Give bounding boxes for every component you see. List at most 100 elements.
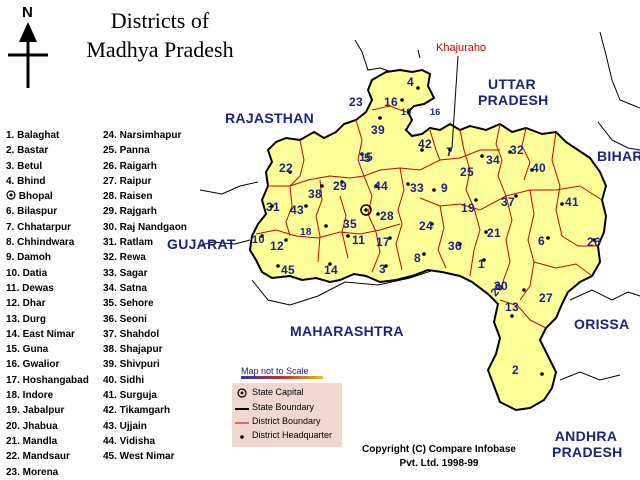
map-number: 27 bbox=[539, 291, 553, 305]
region-label-orissa: ORISSA bbox=[574, 316, 630, 332]
list-item: 22. Mandsaur bbox=[6, 451, 70, 463]
map-number: 39 bbox=[371, 123, 385, 137]
list-item: 42. Tikamgarh bbox=[103, 405, 171, 417]
list-item: 23. Morena bbox=[6, 466, 59, 478]
map-number: 2 bbox=[512, 363, 519, 377]
list-item: 20. Jhabua bbox=[6, 420, 58, 432]
map-number: 16 bbox=[430, 107, 441, 117]
map-number: 14 bbox=[324, 263, 338, 277]
list-item: 2. Bastar bbox=[6, 145, 49, 157]
list-item: 41. Surguja bbox=[103, 390, 157, 402]
list-item: 8. Chhindwara bbox=[6, 237, 75, 249]
key-symbols bbox=[235, 388, 249, 439]
list-item: 44. Vidisha bbox=[103, 435, 156, 447]
title-line-2: Madhya Pradesh bbox=[86, 37, 234, 62]
region-label-uttar-pradesh: UTTAR PRADESH bbox=[478, 76, 549, 108]
list-item: 6. Bilaspur bbox=[6, 206, 58, 218]
region-label-rajasthan: RAJASTHAN bbox=[225, 110, 315, 126]
map-number: 1 bbox=[478, 257, 485, 271]
map-number: 43 bbox=[290, 203, 304, 217]
map-number: 9 bbox=[441, 181, 448, 195]
key-state-capital: State Capital bbox=[252, 387, 304, 397]
map-number: 42 bbox=[418, 137, 432, 151]
region-label-line: ANDHRA bbox=[554, 428, 618, 444]
map-number: 35 bbox=[343, 217, 357, 231]
map-number: 4 bbox=[407, 75, 414, 89]
map-number: 22 bbox=[279, 161, 293, 175]
map-number: 28 bbox=[380, 209, 394, 223]
key-state-boundary: State Boundary bbox=[252, 402, 315, 412]
list-item: 4. Bhind bbox=[6, 175, 46, 187]
state-capital-icon bbox=[360, 204, 372, 216]
list-item: 19. Jabalpur bbox=[6, 405, 65, 417]
list-item: 34. Satna bbox=[103, 282, 147, 294]
map-number: 34 bbox=[486, 153, 500, 167]
khajuraho-label: Khajuraho bbox=[436, 42, 487, 54]
map-number: 41 bbox=[565, 195, 579, 209]
map-number: 5 bbox=[364, 151, 371, 165]
map-number: 18 bbox=[300, 227, 312, 238]
district-list-2: 24. Narsimhapur 25. Panna 26. Raigarh 27… bbox=[103, 128, 187, 465]
state-capital-icon bbox=[6, 190, 16, 200]
map-number: 19 bbox=[461, 201, 475, 215]
map-number: 21 bbox=[487, 226, 501, 240]
map-number: 40 bbox=[532, 161, 546, 175]
map-number: 30 bbox=[494, 279, 508, 293]
map-number: 36 bbox=[448, 239, 462, 253]
key-district-hq: District Headquarter bbox=[252, 430, 333, 440]
list-item: 28. Raisen bbox=[103, 191, 153, 203]
list-item: 26. Raigarh bbox=[103, 160, 157, 172]
region-label-line: PRADESH bbox=[552, 444, 623, 460]
map-number: 10 bbox=[252, 234, 265, 246]
list-item: 25. Panna bbox=[103, 145, 150, 157]
list-item: 38. Shajapur bbox=[103, 344, 163, 356]
map-number: 29 bbox=[333, 179, 347, 193]
list-item: 7. Chhatarpur bbox=[6, 221, 72, 233]
title-line-1: Districts of bbox=[110, 8, 210, 33]
map-number: 24 bbox=[419, 219, 433, 233]
list-item: 21. Mandla bbox=[6, 435, 58, 447]
region-label-andhra-pradesh: ANDHRA PRADESH bbox=[552, 428, 623, 460]
region-label-maharashtra: MAHARASHTRA bbox=[290, 323, 404, 339]
map-number: 6 bbox=[538, 234, 545, 248]
map-number: 38 bbox=[308, 187, 322, 201]
map-number: 12 bbox=[270, 239, 284, 253]
map-number: 26 bbox=[587, 235, 601, 249]
list-item: 11. Dewas bbox=[6, 282, 54, 294]
district-list-1: 1. Balaghat 2. Bastar 3. Betul 4. Bhind … bbox=[6, 128, 89, 480]
list-item: 12. Dhar bbox=[6, 298, 46, 310]
region-label-line: PRADESH bbox=[478, 92, 549, 108]
map-number: 13 bbox=[505, 300, 519, 314]
map-number: 16 bbox=[384, 95, 398, 109]
map-number: 44 bbox=[374, 179, 388, 193]
list-item: 40. Sidhi bbox=[103, 374, 145, 386]
scale-bar bbox=[241, 376, 323, 379]
list-item: 16. Gwalior bbox=[6, 359, 60, 371]
list-item: 35. Sehore bbox=[103, 298, 154, 310]
map-number: 25 bbox=[460, 165, 474, 179]
list-item: 1. Balaghat bbox=[6, 130, 60, 141]
list-item: 24. Narsimhapur bbox=[103, 130, 182, 141]
list-item: 15. Guna bbox=[6, 344, 49, 356]
district-boundaries bbox=[255, 105, 603, 329]
map-number: 15 bbox=[359, 150, 373, 164]
list-item-label: Bhopal bbox=[18, 191, 53, 203]
region-label-bihar: BIHAR bbox=[597, 148, 640, 164]
map-number: 32 bbox=[510, 143, 524, 157]
list-item: 36. Seoni bbox=[103, 313, 147, 325]
scale-note: Map not to Scale bbox=[241, 366, 309, 376]
page-title: Districts of Madhya Pradesh bbox=[60, 6, 260, 64]
list-item: 39. Shivpuri bbox=[103, 359, 160, 371]
list-item: 10. Datia bbox=[6, 267, 48, 279]
north-arrow-icon bbox=[8, 22, 48, 88]
map-key: State Capital State Boundary District Bo… bbox=[232, 383, 342, 447]
khajuraho-pointer bbox=[451, 55, 459, 149]
north-label: N bbox=[22, 4, 33, 21]
list-item: 17. Hoshangabad bbox=[6, 374, 89, 386]
district-hq-dots bbox=[260, 86, 596, 376]
list-item: 27. Raipur bbox=[103, 175, 152, 187]
list-item: 30. Raj Nandgaon bbox=[103, 221, 187, 233]
list-item: 18. Indore bbox=[6, 390, 54, 402]
list-item: 31. Ratlam bbox=[103, 237, 154, 249]
list-item: 9. Damoh bbox=[6, 252, 52, 264]
